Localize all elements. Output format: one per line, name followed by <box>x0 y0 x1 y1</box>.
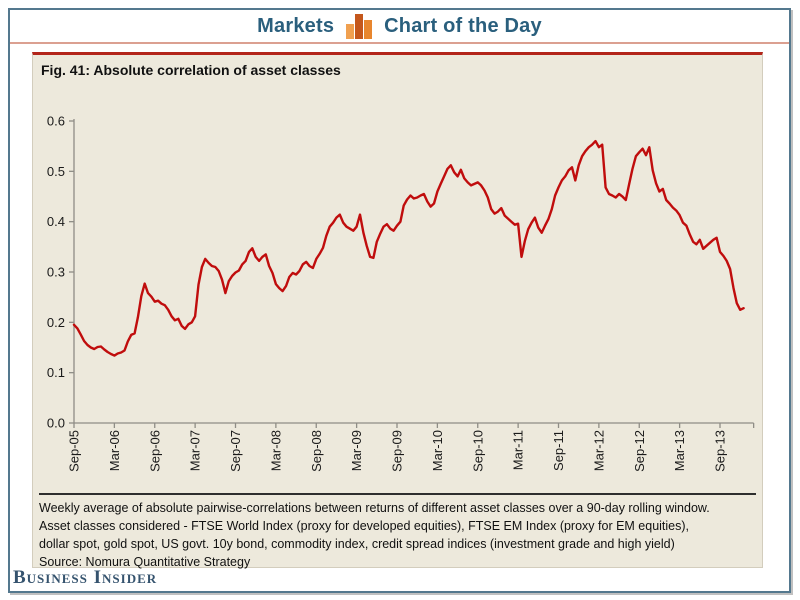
y-tick-label: 0.0 <box>47 416 65 431</box>
outer-frame: Markets Chart of the Day Fig. 41: Absolu… <box>8 8 791 593</box>
x-tick-label: Mar-06 <box>107 430 122 471</box>
x-tick-label: Sep-07 <box>228 430 243 472</box>
caption-block: Weekly average of absolute pairwise-corr… <box>39 493 756 553</box>
x-tick-label: Sep-05 <box>67 430 82 472</box>
x-tick-label: Sep-11 <box>551 430 566 471</box>
header-chart-of-day-label: Chart of the Day <box>384 14 542 37</box>
x-tick-label: Sep-09 <box>390 430 405 472</box>
x-tick-label: Sep-12 <box>632 430 647 472</box>
chart-panel: Fig. 41: Absolute correlation of asset c… <box>32 52 763 569</box>
correlation-series-line <box>72 139 745 357</box>
bar-chart-icon-bar-2 <box>355 14 364 39</box>
header-band: Markets Chart of the Day <box>10 10 789 44</box>
correlation-line-chart: 0.0 0.1 0.2 0.3 0.4 0.5 0.6 Sep-05 Mar-06 Sep-06 M… <box>47 114 755 472</box>
header-markets-label: Markets <box>257 14 335 37</box>
x-tick-label: Sep-10 <box>470 430 485 472</box>
bar-chart-icon <box>346 13 373 39</box>
chart-area: 0.0 0.1 0.2 0.3 0.4 0.5 0.6 Sep-05 Mar-06 Sep-06 M… <box>37 87 759 489</box>
y-tick-label: 0.3 <box>47 265 65 280</box>
business-insider-logo: Business Insider <box>13 567 158 588</box>
caption-line-2: Asset classes considered - FTSE World In… <box>39 518 690 533</box>
axes: 0.0 0.1 0.2 0.3 0.4 0.5 0.6 Sep-05 Mar-06 Sep-06 M… <box>47 114 755 472</box>
y-tick-label: 0.6 <box>47 114 65 129</box>
caption-line-1: Weekly average of absolute pairwise-corr… <box>39 501 710 515</box>
x-tick-label: Mar-10 <box>430 430 445 471</box>
y-tick-label: 0.1 <box>47 365 65 380</box>
x-tick-label: Sep-08 <box>309 430 324 472</box>
x-tick-label: Mar-12 <box>591 430 606 471</box>
source-label: Source: Nomura Quantitative Strategy <box>39 555 251 569</box>
caption-line-3: dollar spot, gold spot, US govt. 10y bon… <box>39 536 675 551</box>
y-tick-label: 0.5 <box>47 164 65 179</box>
y-tick-label: 0.2 <box>47 315 65 330</box>
x-tick-label: Sep-06 <box>147 430 162 472</box>
figure-title: Fig. 41: Absolute correlation of asset c… <box>41 62 341 78</box>
x-tick-label: Mar-11 <box>511 430 526 470</box>
x-tick-label: Mar-08 <box>268 430 283 471</box>
x-tick-label: Mar-09 <box>349 430 364 471</box>
bar-chart-icon-bar-3 <box>364 20 373 39</box>
x-tick-label: Mar-07 <box>188 430 203 471</box>
bar-chart-icon-bar-1 <box>346 24 355 39</box>
x-tick-label: Sep-13 <box>713 430 728 472</box>
y-tick-label: 0.4 <box>47 214 65 229</box>
x-tick-label: Mar-13 <box>672 430 687 471</box>
